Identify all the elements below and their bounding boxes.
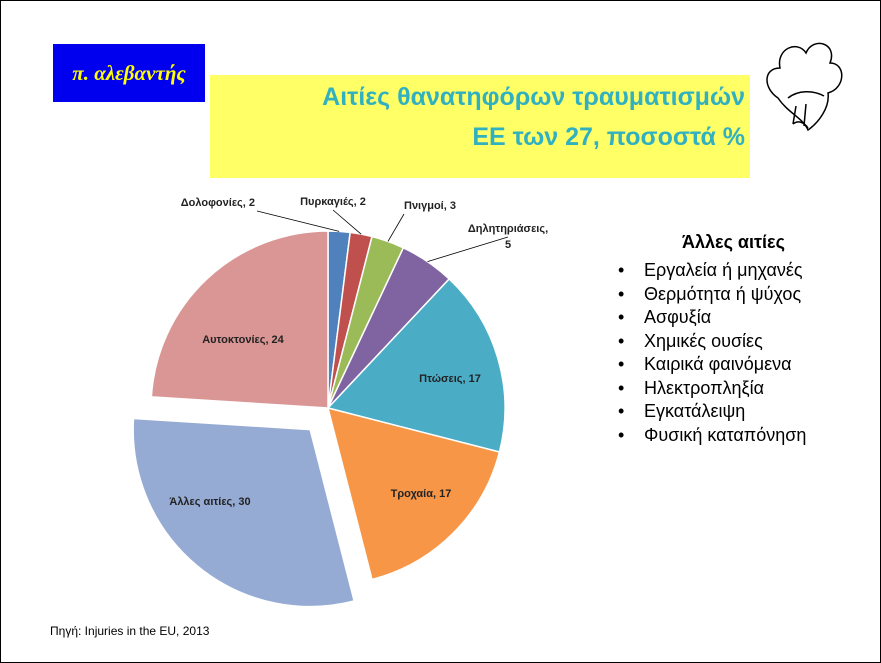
title-line: ΕΕ των 27, ποσοστά % [472, 123, 745, 151]
list: Εργαλεία ή μηχανέςΘερμότητα ή ψύχοςΑσφυξ… [608, 259, 881, 447]
title-box: Αιτίες θανατηφόρων τραυματισμών ΕΕ των 2… [210, 75, 750, 178]
source-note: Πηγή: Injuries in the EU, 2013 [50, 624, 210, 638]
list-item: Καιρικά φαινόμενα [608, 353, 824, 377]
label-line: Δηλητηριάσεις, [468, 223, 548, 235]
list-item: Φυσική καταπόνηση [608, 424, 824, 448]
label-line: 5 [505, 239, 511, 251]
list-item: Εγκατάλειψη [608, 400, 824, 424]
leader-line [256, 210, 340, 232]
list-item: Χημικές ουσίες [608, 330, 824, 354]
list-item: Ηλεκτροπληξία [608, 377, 824, 401]
other-causes-list: Άλλες αιτίες Εργαλεία ή μηχανέςΘερμότητα… [608, 232, 881, 447]
pie-slice [326, 277, 506, 453]
leader-line [427, 236, 509, 262]
pie-slice [326, 406, 501, 581]
chef-hat-icon [766, 42, 843, 132]
data-label: Άλλες αιτίες, 30 [169, 496, 250, 508]
logo: π. αλεβαντής [53, 44, 205, 102]
data-label: Πτώσεις, 17 [419, 373, 481, 385]
list-item: Θερμότητα ή ψύχος [608, 283, 824, 307]
pie-slice [150, 230, 329, 409]
data-label: Αυτοκτονίες, 24 [202, 334, 284, 346]
data-label: Δηλητηριάσεις, 5 [468, 223, 548, 251]
list-heading: Άλλες αιτίες [682, 232, 785, 252]
data-label: Τροχαία, 17 [391, 488, 452, 500]
leader-line [332, 209, 362, 235]
leader-line [387, 213, 405, 242]
title-line: Αιτίες θανατηφόρων τραυματισμών [322, 83, 745, 111]
pie-slice [132, 417, 356, 608]
data-label: Δολοφονίες, 2 [181, 197, 255, 209]
pie-chart: Δολοφονίες, 2 Πυρκαγιές, 2 Πνιγμοί, 3 Δηλητ… [132, 196, 548, 608]
data-label: Πυρκαγιές, 2 [300, 196, 366, 208]
data-label: Πνιγμοί, 3 [404, 200, 456, 212]
list-item: Εργαλεία ή μηχανές [608, 259, 824, 283]
list-item: Ασφυξία [608, 306, 824, 330]
